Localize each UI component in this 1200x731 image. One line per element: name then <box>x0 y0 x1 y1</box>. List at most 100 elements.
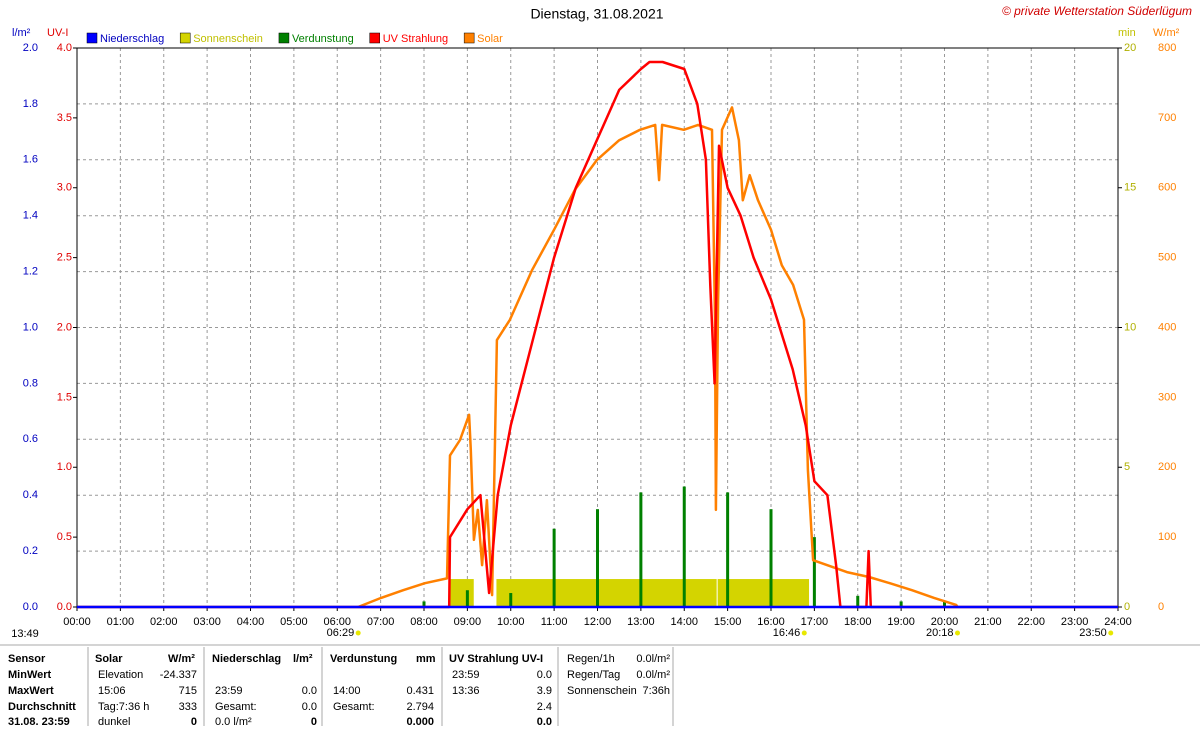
y2-tick-label: 300 <box>1158 391 1176 403</box>
cell-value: 333 <box>179 701 197 713</box>
legend-swatch <box>86 32 98 44</box>
evaporation-bar <box>769 509 773 607</box>
cell-label: 23:59 <box>452 669 480 681</box>
cell-value: 0.0l/m² <box>636 669 670 681</box>
x-tick-label: 01:00 <box>107 616 135 628</box>
cell-label: Elevation <box>98 669 143 681</box>
series-line <box>357 106 959 609</box>
annotation-marker <box>801 630 807 636</box>
y-tick-label: 1.4 <box>23 210 38 222</box>
cell-label: Sonnenschein <box>567 685 637 697</box>
annotation-marker <box>355 630 361 636</box>
y2-tick-label: 700 <box>1158 112 1176 124</box>
cell-value: 0 <box>191 716 197 726</box>
x-tick-label: 09:00 <box>454 616 482 628</box>
uv-tick-label: 2.0 <box>57 321 72 333</box>
cell-value: 3.9 <box>537 685 552 697</box>
cell-value: 0.0 <box>537 669 552 681</box>
cell-label: Gesamt: <box>215 701 257 713</box>
chart-title: Dienstag, 31.08.2021 <box>530 6 663 22</box>
cell-label: Regen/1h <box>567 653 615 665</box>
y-tick-label: 2.0 <box>23 42 38 54</box>
cell-label: 15:06 <box>98 685 126 697</box>
column-header: Verdunstung <box>330 653 397 665</box>
legend-label: Niederschlag <box>100 33 164 45</box>
cell-label: Gesamt: <box>333 701 375 713</box>
legend-label: UV Strahlung <box>383 33 448 45</box>
cell-label: Regen/Tag <box>567 669 620 681</box>
uv-tick-label: 3.5 <box>57 112 72 124</box>
y2-axis-label: W/m² <box>1153 27 1180 39</box>
legend-swatch <box>278 32 290 44</box>
cell-label: 23:59 <box>215 685 243 697</box>
y2-tick-label: 600 <box>1158 182 1176 194</box>
evaporation-bar <box>639 492 643 607</box>
x-tick-label: 07:00 <box>367 616 395 628</box>
legend-label: Solar <box>477 33 503 45</box>
column-unit: l/m² <box>293 653 313 665</box>
sunshine-bar <box>496 579 717 607</box>
x-tick-label: 08:00 <box>410 616 438 628</box>
x-tick-label: 22:00 <box>1017 616 1045 628</box>
row-label: 31.08. 23:59 <box>8 716 70 726</box>
y2-tick-label: 200 <box>1158 461 1176 473</box>
y2-tick-label: 100 <box>1158 531 1176 543</box>
annotation: 20:18 <box>926 627 954 639</box>
cell-value: 0.431 <box>406 685 434 697</box>
min-tick-label: 15 <box>1124 182 1136 194</box>
x-tick-label: 13:00 <box>627 616 655 628</box>
y-tick-label: 0.6 <box>23 433 38 445</box>
column-unit: W/m² <box>168 653 195 665</box>
uv-tick-label: 0.0 <box>57 601 72 613</box>
uv-tick-label: 0.5 <box>57 531 72 543</box>
y-tick-label: 1.6 <box>23 154 38 166</box>
min-tick-label: 5 <box>1124 461 1130 473</box>
evaporation-bar <box>726 492 730 607</box>
y-tick-label: 0.4 <box>23 489 38 501</box>
annotation: 06:29 <box>327 627 355 639</box>
cell-value: 0.0 <box>302 701 317 713</box>
column-header: Solar <box>95 653 123 665</box>
annotation: 13:49 <box>11 628 39 640</box>
row-label: Durchschnitt <box>8 701 76 713</box>
cell-label: 13:36 <box>452 685 480 697</box>
legend-swatch <box>179 32 191 44</box>
cell-label: 14:00 <box>333 685 361 697</box>
y2-tick-label: 800 <box>1158 42 1176 54</box>
column-header: Niederschlag <box>212 653 281 665</box>
footer: Sensor MinWert MaxWert Durchschnitt 31.08. 2… <box>0 644 1200 728</box>
evaporation-bar <box>943 601 946 607</box>
x-tick-label: 00:00 <box>63 616 91 628</box>
cell-value: 0.0 <box>537 716 552 726</box>
x-tick-label: 23:00 <box>1061 616 1089 628</box>
uv-tick-label: 2.5 <box>57 252 72 264</box>
x-tick-label: 12:00 <box>584 616 612 628</box>
evaporation-bar <box>899 601 903 607</box>
cell-value: 0.0 <box>302 685 317 697</box>
x-tick-label: 04:00 <box>237 616 265 628</box>
annotation-marker <box>1108 630 1114 636</box>
cell-value: -24.337 <box>160 669 197 681</box>
watermark: © private Wetterstation Süderlügum <box>1002 4 1192 18</box>
min-axis-label: min <box>1118 27 1136 39</box>
cell-value: 2.794 <box>406 701 434 713</box>
row-label: Sensor <box>8 653 46 665</box>
x-tick-label: 20:00 <box>931 616 959 628</box>
column-header: UV Strahlung UV-I <box>449 653 543 665</box>
y-tick-label: 0.0 <box>23 601 38 613</box>
evaporation-bar <box>856 595 860 607</box>
cell-value: 2.4 <box>537 701 552 713</box>
series-line <box>77 60 1118 609</box>
x-tick-label: 18:00 <box>844 616 872 628</box>
y2-tick-label: 500 <box>1158 252 1176 264</box>
x-tick-label: 02:00 <box>150 616 178 628</box>
evaporation-bar <box>465 590 469 607</box>
legend-label: Sonnenschein <box>193 33 263 45</box>
evaporation-bar <box>812 537 816 607</box>
sunshine-bar <box>717 579 810 607</box>
x-tick-label: 11:00 <box>541 616 568 628</box>
uv-tick-label: 3.0 <box>57 182 72 194</box>
evaporation-bar <box>596 509 599 607</box>
row-label: MinWert <box>8 669 52 681</box>
